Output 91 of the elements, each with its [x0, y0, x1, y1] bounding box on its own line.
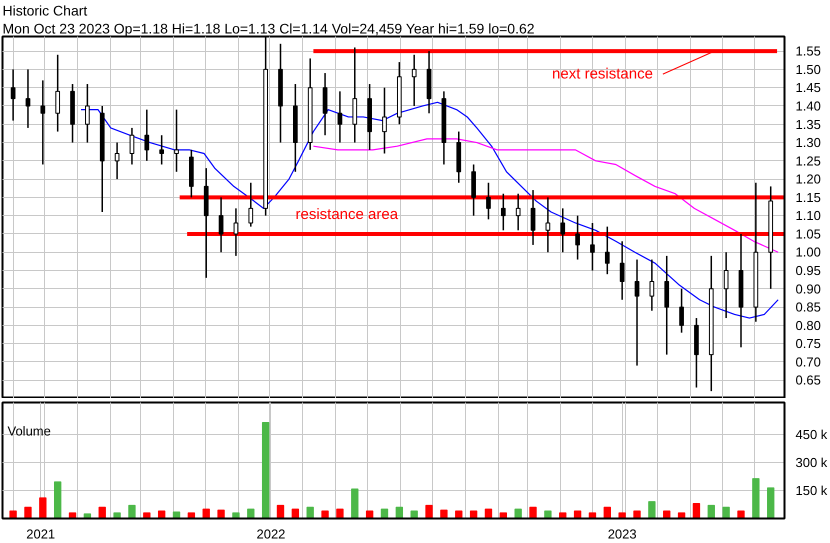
candlestick [218, 196, 224, 253]
bar [574, 510, 582, 518]
bar [440, 510, 448, 518]
candlestick [500, 192, 506, 232]
bar [292, 508, 300, 518]
bar [262, 422, 270, 518]
annotation: next resistance [552, 66, 653, 83]
candlestick [530, 189, 536, 246]
y-tick-label: 0.85 [796, 300, 821, 315]
bar [767, 487, 774, 518]
candlestick [486, 182, 491, 220]
chart-subtitle: Mon Oct 23 2023 Op=1.18 Hi=1.18 Lo=1.13 Cl=1.14 Vol=24,459 Year hi=1.59 lo=0.62 [2, 20, 535, 36]
bar [202, 508, 210, 518]
bar [9, 510, 17, 518]
bar [455, 510, 462, 518]
y-tick-label: 1.45 [796, 80, 821, 96]
candlestick [114, 142, 120, 180]
y-tick-label: 1.20 [796, 172, 821, 187]
bar [663, 510, 670, 518]
candlestick [10, 68, 16, 122]
bar [470, 510, 478, 518]
candlestick [26, 68, 30, 129]
candlestick [130, 127, 134, 166]
bar [366, 510, 374, 518]
candlestick [590, 222, 595, 272]
bar [306, 506, 314, 518]
candlestick [85, 83, 90, 144]
candlestick [55, 54, 60, 132]
bar [247, 508, 254, 518]
x-tick-label: 2022 [256, 526, 286, 542]
candlestick [620, 240, 625, 301]
y-tick-label: 1.25 [796, 153, 821, 168]
text: Volume [8, 424, 51, 438]
candlestick [248, 182, 254, 228]
candlestick [382, 86, 387, 154]
candlestick [634, 258, 640, 366]
y-tick-label: 1.00 [796, 244, 821, 260]
y-tick-label: 1.35 [796, 116, 821, 132]
y-tick-label: 0.80 [796, 318, 821, 333]
y-tick-label: 1.40 [796, 98, 821, 114]
bar [648, 501, 656, 518]
bar [396, 506, 404, 518]
candlestick [560, 208, 566, 253]
bar [98, 506, 106, 518]
candlestick [338, 90, 342, 144]
bar [708, 504, 715, 518]
bar [722, 506, 730, 518]
candlestick [412, 54, 417, 107]
bar [39, 497, 47, 518]
candlestick [40, 80, 46, 166]
bar [752, 478, 760, 518]
candlestick [650, 258, 654, 312]
y-tick-label: 1.55 [796, 44, 821, 59]
chart-title: Historic Chart [2, 2, 88, 18]
candlestick [174, 108, 179, 173]
annotation: resistance area [296, 206, 399, 223]
bar [604, 506, 611, 518]
y-tick-label: 0.70 [796, 354, 821, 370]
bar [54, 481, 62, 518]
y-tick-label: 1.15 [796, 190, 821, 205]
bar [336, 508, 344, 518]
bar [351, 488, 358, 518]
candlestick [516, 192, 521, 232]
y-tick-label: 300 k [796, 454, 828, 470]
candlestick [234, 208, 238, 257]
candlestick [604, 226, 610, 275]
y-tick-label: 150 k [796, 482, 828, 498]
bar [217, 510, 225, 518]
bar [514, 508, 522, 518]
candlestick [546, 196, 550, 253]
y-tick-label: 0.65 [796, 372, 821, 388]
bar [410, 510, 418, 518]
y-tick-label: 0.75 [796, 336, 821, 352]
candlestick [724, 251, 728, 319]
y-tick-label: 0.90 [796, 281, 821, 296]
candlestick [159, 134, 164, 166]
bar [158, 510, 166, 518]
y-tick-label: 1.10 [796, 208, 821, 224]
y-tick-label: 1.50 [796, 62, 821, 77]
line-series [80, 102, 779, 319]
y-tick-label: 0.95 [796, 263, 821, 278]
bar [544, 510, 552, 518]
y-tick-label: 450 k [796, 426, 828, 442]
y-tick-label: 1.05 [796, 226, 821, 242]
x-tick-label: 2023 [608, 526, 637, 542]
x-tick-label: 2021 [26, 526, 56, 542]
candlestick [144, 108, 150, 162]
candlestick [679, 288, 684, 334]
bar [692, 503, 700, 518]
y-tick-label: 1.30 [796, 135, 821, 150]
candlestick [575, 214, 580, 260]
